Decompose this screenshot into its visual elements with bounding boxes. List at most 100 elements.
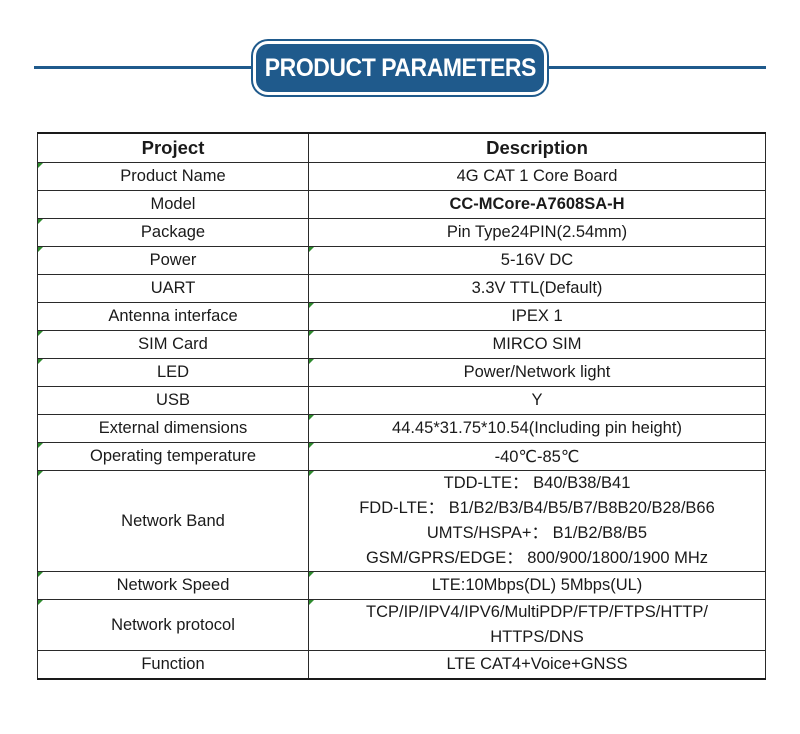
table-row: External dimensions 44.45*31.75*10.54(Inc… bbox=[37, 414, 766, 443]
cell-description: 3.3V TTL(Default) bbox=[308, 274, 766, 303]
project-label: Power bbox=[149, 251, 197, 269]
cell-project: UART bbox=[37, 274, 309, 303]
project-label: Package bbox=[140, 223, 206, 241]
cell-description: Y bbox=[308, 386, 766, 415]
column-header-description: Description bbox=[308, 132, 766, 163]
description-line: HTTPS/DNS bbox=[490, 628, 584, 646]
project-label: Model bbox=[150, 195, 196, 213]
project-label: Function bbox=[141, 655, 205, 673]
table-row: Model CC-MCore-A7608SA-H bbox=[37, 190, 766, 219]
cell-description: -40℃-85℃ bbox=[308, 442, 766, 471]
corner-mark-icon bbox=[309, 600, 314, 605]
description-line: Power/Network light bbox=[463, 363, 611, 381]
cell-description: 4G CAT 1 Core Board bbox=[308, 162, 766, 191]
corner-mark-icon bbox=[309, 331, 314, 336]
description-line: -40℃-85℃ bbox=[494, 447, 580, 466]
table-body: Product Name 4G CAT 1 Core Board Model CC-M… bbox=[37, 162, 766, 680]
cell-description: TDD-LTE： B40/B38/B41 FDD-LTE： B1/B2/B3/B4… bbox=[308, 470, 766, 572]
corner-mark-icon bbox=[38, 331, 43, 336]
corner-mark-icon bbox=[309, 247, 314, 252]
project-label: External dimensions bbox=[98, 419, 248, 437]
cell-project: Operating temperature bbox=[37, 442, 309, 471]
cell-project: Network Speed bbox=[37, 571, 309, 600]
cell-description: MIRCO SIM bbox=[308, 330, 766, 359]
parameters-table: Project Description Product Name 4G CAT 1… bbox=[37, 132, 766, 680]
description-line: LTE CAT4+Voice+GNSS bbox=[446, 655, 628, 673]
cell-description: CC-MCore-A7608SA-H bbox=[308, 190, 766, 219]
table-row: Product Name 4G CAT 1 Core Board bbox=[37, 162, 766, 191]
corner-mark-icon bbox=[309, 572, 314, 577]
corner-mark-icon bbox=[38, 443, 43, 448]
project-label: UART bbox=[150, 279, 196, 297]
description-line: 44.45*31.75*10.54(Including pin height) bbox=[392, 419, 682, 437]
project-label: USB bbox=[156, 391, 190, 409]
project-label: Operating temperature bbox=[89, 447, 256, 465]
description-line: 4G CAT 1 Core Board bbox=[456, 167, 618, 185]
cell-description: Pin Type24PIN(2.54mm) bbox=[308, 218, 766, 247]
cell-description: IPEX 1 bbox=[308, 302, 766, 331]
header-rule-left bbox=[34, 66, 264, 69]
table-row: Operating temperature -40℃-85℃ bbox=[37, 442, 766, 471]
table-row: Network Band TDD-LTE： B40/B38/B41 FDD-LTE：… bbox=[37, 470, 766, 572]
corner-mark-icon bbox=[309, 359, 314, 364]
corner-mark-icon bbox=[38, 359, 43, 364]
corner-mark-icon bbox=[38, 572, 43, 577]
corner-mark-icon bbox=[38, 247, 43, 252]
table-row: LED Power/Network light bbox=[37, 358, 766, 387]
table-row: Antenna interface IPEX 1 bbox=[37, 302, 766, 331]
table-row: Network Speed LTE:10Mbps(DL) 5Mbps(UL) bbox=[37, 571, 766, 600]
table-row: Power 5-16V DC bbox=[37, 246, 766, 275]
column-header-project: Project bbox=[37, 132, 309, 163]
project-label: Network Band bbox=[121, 511, 225, 530]
description-line: TCP/IP/IPV4/IPV6/MultiPDP/FTP/FTPS/HTTP/ bbox=[366, 603, 708, 621]
cell-project: Function bbox=[37, 650, 309, 680]
project-label: Product Name bbox=[120, 167, 226, 185]
table-header-row: Project Description bbox=[37, 132, 766, 163]
description-line: CC-MCore-A7608SA-H bbox=[449, 195, 625, 213]
corner-mark-icon bbox=[38, 471, 43, 476]
cell-description: LTE CAT4+Voice+GNSS bbox=[308, 650, 766, 680]
cell-description: LTE:10Mbps(DL) 5Mbps(UL) bbox=[308, 571, 766, 600]
cell-project: External dimensions bbox=[37, 414, 309, 443]
header-rule-right bbox=[536, 66, 766, 69]
corner-mark-icon bbox=[38, 219, 43, 224]
cell-project: Network Band bbox=[37, 470, 309, 572]
table-row: Function LTE CAT4+Voice+GNSS bbox=[37, 650, 766, 680]
cell-project: Antenna interface bbox=[37, 302, 309, 331]
description-line: TDD-LTE： B40/B38/B41 bbox=[443, 474, 631, 492]
project-label: LED bbox=[156, 363, 190, 381]
corner-mark-icon bbox=[309, 443, 314, 448]
cell-project: Package bbox=[37, 218, 309, 247]
description-line: MIRCO SIM bbox=[492, 335, 582, 353]
cell-project: Network protocol bbox=[37, 599, 309, 651]
cell-project: SIM Card bbox=[37, 330, 309, 359]
cell-description: 44.45*31.75*10.54(Including pin height) bbox=[308, 414, 766, 443]
description-line: UMTS/HSPA+： B1/B2/B8/B5 bbox=[426, 524, 648, 542]
cell-description: Power/Network light bbox=[308, 358, 766, 387]
corner-mark-icon bbox=[309, 415, 314, 420]
project-label: Antenna interface bbox=[108, 307, 238, 325]
description-line: GSM/GPRS/EDGE： 800/900/1800/1900 MHz bbox=[365, 549, 709, 567]
table-row: Network protocol TCP/IP/IPV4/IPV6/MultiPD… bbox=[37, 599, 766, 651]
description-line: IPEX 1 bbox=[511, 307, 563, 325]
corner-mark-icon bbox=[309, 471, 314, 476]
description-line: Y bbox=[531, 391, 543, 409]
table-row: SIM Card MIRCO SIM bbox=[37, 330, 766, 359]
corner-mark-icon bbox=[309, 303, 314, 308]
table-row: UART 3.3V TTL(Default) bbox=[37, 274, 766, 303]
page-title: PRODUCT PARAMETERS bbox=[264, 53, 536, 82]
description-line: Pin Type24PIN(2.54mm) bbox=[446, 223, 628, 241]
cell-description: TCP/IP/IPV4/IPV6/MultiPDP/FTP/FTPS/HTTP/… bbox=[308, 599, 766, 651]
description-line: LTE:10Mbps(DL) 5Mbps(UL) bbox=[431, 576, 643, 594]
corner-mark-icon bbox=[38, 600, 43, 605]
cell-description: 5-16V DC bbox=[308, 246, 766, 275]
cell-project: LED bbox=[37, 358, 309, 387]
table-row: USB Y bbox=[37, 386, 766, 415]
description-line: 3.3V TTL(Default) bbox=[471, 279, 603, 297]
cell-project: USB bbox=[37, 386, 309, 415]
cell-project: Power bbox=[37, 246, 309, 275]
project-label: SIM Card bbox=[138, 335, 208, 353]
cell-project: Model bbox=[37, 190, 309, 219]
corner-mark-icon bbox=[38, 163, 43, 168]
header-badge: PRODUCT PARAMETERS bbox=[256, 44, 544, 92]
